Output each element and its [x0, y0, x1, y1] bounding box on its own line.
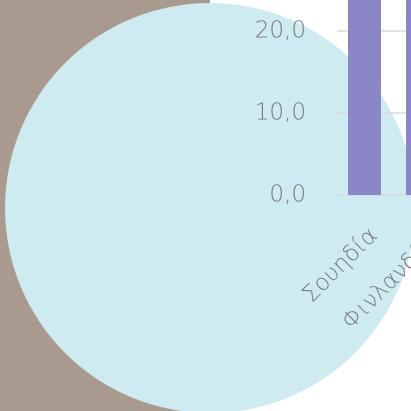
circle-shape — [5, 3, 411, 411]
y-tick-label: 20,0 — [255, 18, 306, 44]
bar — [406, 0, 411, 195]
y-tick-label: 10,0 — [255, 100, 306, 126]
y-tick-label: 0,0 — [269, 182, 306, 208]
bar — [348, 0, 381, 195]
